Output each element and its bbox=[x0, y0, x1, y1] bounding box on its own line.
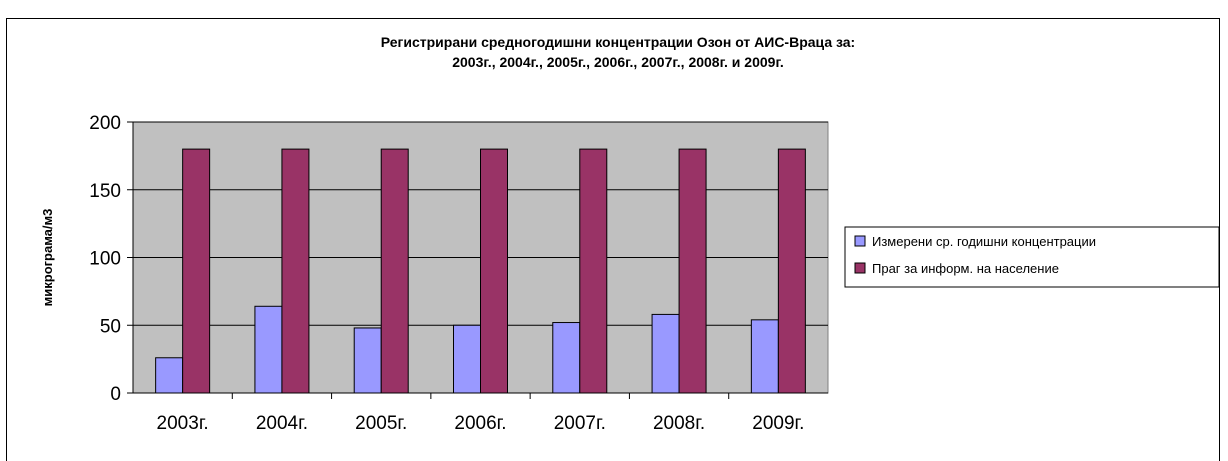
legend-label-threshold: Праг за информ. на население bbox=[872, 261, 1059, 276]
x-tick-label: 2006г. bbox=[454, 413, 506, 434]
y-axis-label: микрограма/м3 bbox=[40, 209, 55, 307]
y-tick-label: 150 bbox=[89, 181, 121, 202]
bar-measured bbox=[552, 322, 581, 394]
bar-measured bbox=[453, 324, 481, 394]
x-tick-label: 2007г. bbox=[554, 413, 606, 434]
bar-measured bbox=[651, 313, 680, 394]
chart-title-line-1: Регистрирани средногодишни концентрации … bbox=[381, 34, 855, 50]
bars bbox=[155, 148, 806, 394]
legend-label-measured: Измерени ср. годишни концентрации bbox=[872, 234, 1096, 249]
bar-threshold bbox=[182, 148, 211, 394]
y-tick-labels: 0 50 100 150 200 bbox=[89, 113, 121, 405]
y-tick-label: 100 bbox=[89, 249, 121, 270]
bar-threshold bbox=[380, 148, 409, 394]
bar-measured bbox=[155, 357, 184, 394]
bar-threshold bbox=[777, 148, 806, 394]
x-tick-label: 2004г. bbox=[256, 413, 308, 434]
bar-threshold bbox=[579, 148, 608, 394]
legend: Измерени ср. годишни концентрации Праг з… bbox=[844, 226, 1220, 288]
x-tick-label: 2009г. bbox=[752, 413, 804, 434]
y-tick-label: 0 bbox=[110, 384, 121, 405]
x-tick-label: 2008г. bbox=[653, 413, 705, 434]
x-tick-label: 2003г. bbox=[157, 413, 209, 434]
bar-threshold bbox=[678, 148, 707, 394]
y-tick-label: 200 bbox=[89, 113, 121, 134]
bar-threshold bbox=[281, 148, 310, 394]
bar-measured bbox=[750, 319, 779, 394]
legend-swatch-measured bbox=[854, 235, 866, 247]
bar-measured bbox=[353, 327, 382, 394]
legend-swatch-threshold bbox=[854, 262, 866, 274]
bar-threshold bbox=[480, 148, 508, 394]
bar-measured bbox=[254, 305, 283, 394]
chart-title-line-2: 2003г., 2004г., 2005г., 2006г., 2007г., … bbox=[452, 54, 784, 70]
x-tick-label: 2005г. bbox=[355, 413, 407, 434]
x-tick-labels: 2003г. 2004г. 2005г. 2006г. 2007г. 2008г. 2009… bbox=[157, 413, 805, 434]
y-tick-label: 50 bbox=[100, 316, 121, 337]
legend-box bbox=[844, 226, 1220, 288]
axes bbox=[127, 121, 828, 399]
